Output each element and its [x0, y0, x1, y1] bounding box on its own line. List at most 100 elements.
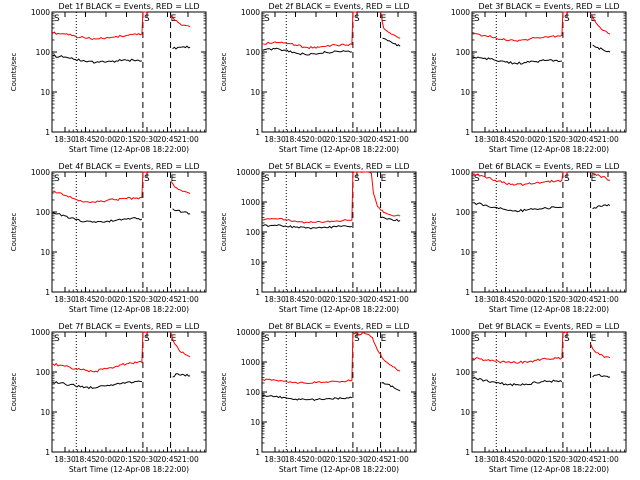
start-marker-glyph: S: [564, 334, 570, 344]
y-tick-label: 1000: [241, 198, 260, 207]
panel-title: Det 1f BLACK = Events, RED = LLD: [58, 2, 199, 11]
detector-panel-8: Det 8f BLACK = Events, RED = LLD 1 10 100 10…: [220, 322, 417, 474]
lld-series-line-segment-1: [52, 171, 149, 204]
plot-frame: [51, 11, 207, 133]
y-axis-label: Counts/sec: [10, 373, 18, 412]
events-series-line-segment-2: [592, 373, 611, 378]
start-marker-glyph-left: S: [54, 334, 60, 344]
plot-frame: [471, 331, 627, 453]
lld-series-line-segment-1: [472, 171, 568, 187]
x-tick-label: 21:00: [597, 455, 619, 464]
end-marker-glyph: E: [381, 334, 387, 344]
x-axis-label: Start Time (12-Apr-08 18:22:00): [279, 465, 399, 474]
x-tick-label: 20:15: [536, 455, 558, 464]
x-axis-label: Start Time (12-Apr-08 18:22:00): [69, 465, 189, 474]
x-tick-label: 20:45: [577, 295, 599, 304]
x-tick-label: 18:30: [54, 295, 76, 304]
y-tick-label: 10: [460, 88, 470, 97]
end-marker-glyph: E: [381, 14, 387, 24]
x-tick-label: 20:45: [157, 135, 179, 144]
panel-title: Det 5f BLACK = Events, RED = LLD: [268, 162, 409, 171]
start-marker-glyph-left: S: [474, 14, 480, 24]
x-tick-label: 20:00: [305, 455, 327, 464]
x-tick-label: 18:30: [264, 455, 286, 464]
events-series-line-segment-1: [472, 56, 563, 65]
x-axis-label: Start Time (12-Apr-08 18:22:00): [279, 305, 399, 314]
x-tick-label: 18:45: [75, 455, 97, 464]
x-tick-label: 20:30: [556, 455, 578, 464]
y-tick-label: 1: [465, 448, 470, 457]
x-tick-label: 20:00: [95, 135, 117, 144]
y-tick-label: 10: [250, 418, 260, 427]
x-tick-label: 20:15: [116, 455, 138, 464]
panel-title: Det 4f BLACK = Events, RED = LLD: [58, 162, 199, 171]
x-tick-label: 20:15: [326, 455, 348, 464]
plot-frame: [471, 11, 627, 133]
start-marker-glyph: S: [354, 174, 360, 184]
end-marker-glyph: E: [171, 174, 177, 184]
start-marker-glyph-left: S: [474, 334, 480, 344]
y-tick-label: 10000: [236, 328, 260, 337]
x-tick-label: 21:00: [387, 455, 409, 464]
detector-panel-1: Det 1f BLACK = Events, RED = LLD 1 10 100 10…: [10, 2, 207, 154]
x-tick-label: 18:45: [495, 455, 517, 464]
detector-panel-9: Det 9f BLACK = Events, RED = LLD 1 10 100 10…: [430, 322, 627, 474]
x-tick-label: 18:30: [54, 135, 76, 144]
x-tick-label: 20:30: [346, 455, 368, 464]
x-tick-label: 20:45: [577, 135, 599, 144]
panel-title: Det 7f BLACK = Events, RED = LLD: [58, 322, 199, 331]
y-tick-label: 1000: [31, 168, 50, 177]
x-tick-label: 20:00: [95, 295, 117, 304]
detector-panel-6: Det 6f BLACK = Events, RED = LLD 1 10 100 10…: [430, 162, 627, 314]
x-tick-label: 20:30: [346, 295, 368, 304]
x-tick-label: 20:00: [515, 295, 537, 304]
x-tick-label: 20:45: [367, 135, 389, 144]
x-tick-label: 20:15: [326, 295, 348, 304]
start-marker-glyph: S: [144, 174, 150, 184]
y-axis-label: Counts/sec: [220, 53, 228, 92]
y-tick-label: 10: [40, 248, 50, 257]
events-series-line-segment-1: [262, 224, 353, 230]
x-tick-label: 21:00: [387, 135, 409, 144]
x-axis-label: Start Time (12-Apr-08 18:22:00): [489, 305, 609, 314]
lld-series-line-segment-2: [170, 15, 191, 28]
x-tick-label: 21:00: [177, 295, 199, 304]
start-marker-glyph-left: S: [474, 174, 480, 184]
events-series-line-segment-1: [262, 394, 353, 401]
x-tick-label: 20:45: [367, 295, 389, 304]
y-axis-label: Counts/sec: [220, 373, 228, 412]
y-tick-label: 1000: [241, 8, 260, 17]
x-tick-label: 20:15: [536, 295, 558, 304]
lld-series-line-segment-1: [472, 331, 569, 364]
x-axis-label: Start Time (12-Apr-08 18:22:00): [279, 145, 399, 154]
y-tick-label: 1: [255, 128, 260, 137]
panel-title: Det 2f BLACK = Events, RED = LLD: [268, 2, 409, 11]
x-tick-label: 20:15: [116, 295, 138, 304]
y-tick-label: 100: [456, 208, 471, 217]
x-tick-label: 20:15: [536, 135, 558, 144]
end-marker-glyph: E: [591, 174, 597, 184]
y-tick-label: 10000: [236, 168, 260, 177]
events-series-line-segment-2: [380, 216, 401, 222]
x-tick-label: 18:45: [495, 295, 517, 304]
y-tick-label: 10: [40, 408, 50, 417]
y-tick-label: 100: [246, 48, 261, 57]
y-tick-label: 100: [36, 208, 51, 217]
events-series-line-segment-1: [52, 380, 142, 390]
y-tick-label: 1: [255, 288, 260, 297]
panel-title: Det 9f BLACK = Events, RED = LLD: [478, 322, 619, 331]
y-tick-label: 1: [255, 448, 260, 457]
x-tick-label: 21:00: [387, 295, 409, 304]
lld-series-line-segment-2: [590, 13, 611, 35]
x-tick-label: 18:45: [285, 455, 307, 464]
x-tick-label: 20:15: [326, 135, 348, 144]
x-tick-label: 18:30: [474, 455, 496, 464]
plot-frame: [471, 171, 627, 293]
y-tick-label: 1: [45, 288, 50, 297]
x-tick-label: 18:45: [75, 135, 97, 144]
events-series-line-segment-1: [472, 202, 563, 213]
x-tick-label: 18:30: [474, 135, 496, 144]
x-tick-label: 20:00: [305, 135, 327, 144]
start-marker-glyph: S: [354, 14, 360, 24]
